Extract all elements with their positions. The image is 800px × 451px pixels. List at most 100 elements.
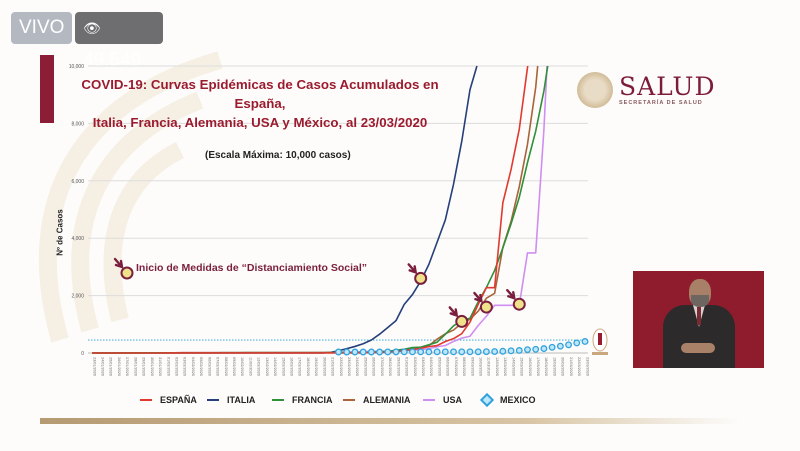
x-tick-label: 02/02/2020 xyxy=(174,357,178,376)
x-tick-label: 14/03/2020 xyxy=(511,357,515,376)
data-point-mexico xyxy=(343,348,351,356)
data-point-mexico xyxy=(507,347,515,355)
series-line-espana xyxy=(92,65,529,354)
x-tick-label: 11/03/2020 xyxy=(487,357,491,376)
x-tick-label: 26/01/2020 xyxy=(117,357,121,376)
x-tick-label: 06/03/2020 xyxy=(446,357,450,376)
x-tick-label: 20/02/2020 xyxy=(322,357,326,376)
x-tick-label: 07/03/2020 xyxy=(454,357,458,376)
data-point-mexico xyxy=(524,346,531,354)
x-tick-label: 21/03/2020 xyxy=(569,357,573,376)
slide-accent-bar xyxy=(40,55,54,123)
x-tick-label: 13/02/2020 xyxy=(265,357,269,376)
legend-item-francia: FRANCIA xyxy=(272,395,333,405)
legend-label: ITALIA xyxy=(227,395,256,405)
x-tick-label: 05/02/2020 xyxy=(199,357,203,376)
x-tick-label: 03/03/2020 xyxy=(421,357,425,376)
annotation-legend-marker-circle-icon xyxy=(120,266,134,280)
data-point-mexico xyxy=(474,348,482,356)
x-tick-label: 27/01/2020 xyxy=(125,357,129,376)
eye-icon: 👁 xyxy=(83,20,101,36)
x-tick-label: 29/01/2020 xyxy=(142,357,146,376)
x-tick-label: 25/01/2020 xyxy=(109,357,113,376)
data-point-mexico xyxy=(359,348,367,356)
chart-title: COVID-19: Curvas Epidémicas de Casos Acu… xyxy=(60,75,460,132)
data-point-mexico xyxy=(351,348,359,356)
data-point-mexico xyxy=(532,345,540,353)
x-tick-label: 21/02/2020 xyxy=(331,357,335,376)
x-tick-label: 29/02/2020 xyxy=(396,357,400,376)
social-distancing-marker-francia-circle-icon xyxy=(455,314,469,328)
live-label: VIVO xyxy=(19,17,65,38)
legend-item-alemania: ALEMANIA xyxy=(343,395,411,405)
y-tick-label: 8,000 xyxy=(71,121,84,127)
x-tick-label: 01/03/2020 xyxy=(405,357,409,376)
annotation-legend-marker-arrow-icon xyxy=(113,257,124,269)
data-point-mexico xyxy=(482,348,490,356)
legend-item-usa: USA xyxy=(423,395,462,405)
x-tick-label: 24/02/2020 xyxy=(355,357,359,376)
x-tick-label: 24/01/2020 xyxy=(101,357,105,376)
x-tick-label: 01/02/2020 xyxy=(166,357,170,376)
logo-name: SALUD xyxy=(619,72,716,101)
x-tick-label: 04/03/2020 xyxy=(429,357,433,376)
data-point-mexico xyxy=(565,341,573,349)
x-tick-label: 15/02/2020 xyxy=(281,357,285,376)
data-point-mexico xyxy=(450,348,457,356)
mexico-figure-base-icon xyxy=(592,352,608,355)
data-point-mexico xyxy=(425,348,433,356)
x-tick-label: 19/02/2020 xyxy=(314,357,318,376)
x-tick-label: 02/03/2020 xyxy=(413,357,417,376)
y-tick-label: 10,000 xyxy=(69,64,85,70)
data-point-mexico xyxy=(581,338,589,345)
x-tick-label: 07/02/2020 xyxy=(216,357,220,376)
data-point-mexico xyxy=(515,347,523,354)
slide-bottom-bar xyxy=(40,418,740,424)
social-distancing-marker-italia-circle-icon xyxy=(414,271,428,285)
y-tick-label: 4,000 xyxy=(71,236,84,242)
x-tick-label: 23/02/2020 xyxy=(347,357,351,376)
x-tick-label: 11/02/2020 xyxy=(248,357,252,376)
x-tick-label: 19/03/2020 xyxy=(552,357,556,376)
x-tick-label: 25/02/2020 xyxy=(363,357,367,376)
data-point-mexico xyxy=(376,348,384,356)
legend-label: USA xyxy=(443,395,463,405)
data-point-mexico xyxy=(441,348,449,356)
x-tick-label: 08/02/2020 xyxy=(224,357,228,376)
legend-item-italia: ITALIA xyxy=(207,395,255,405)
data-point-mexico xyxy=(335,348,342,356)
x-tick-label: 23/03/2020 xyxy=(585,357,589,376)
x-tick-label: 16/02/2020 xyxy=(290,357,294,376)
data-point-mexico xyxy=(556,342,564,350)
x-tick-label: 26/02/2020 xyxy=(372,357,376,376)
data-point-mexico xyxy=(466,348,474,356)
x-tick-label: 08/03/2020 xyxy=(462,357,466,376)
data-point-mexico xyxy=(540,345,548,353)
data-point-mexico xyxy=(384,348,392,356)
data-point-mexico xyxy=(417,348,425,356)
salud-logo: SALUD SECRETARÍA DE SALUD xyxy=(577,72,716,108)
social-distancing-marker-francia-arrow-icon xyxy=(448,306,459,318)
y-tick-label: 6,000 xyxy=(71,179,84,185)
y-axis-label: Nº de Casos xyxy=(55,209,65,256)
social-distancing-marker-espana-circle-icon xyxy=(479,300,493,314)
social-distancing-marker-espana-arrow-icon xyxy=(473,291,483,303)
x-tick-label: 05/03/2020 xyxy=(437,357,441,376)
x-tick-label: 04/02/2020 xyxy=(191,357,195,376)
x-tick-label: 28/02/2020 xyxy=(388,357,392,376)
coat-of-arms-seal xyxy=(577,72,613,108)
data-point-mexico xyxy=(400,348,408,356)
mexico-figure-body-icon xyxy=(598,333,602,345)
x-tick-label: 12/03/2020 xyxy=(495,357,499,376)
data-point-mexico xyxy=(491,348,499,355)
data-point-mexico xyxy=(433,348,441,356)
x-tick-label: 23/01/2020 xyxy=(92,357,96,376)
chart-title-line1: COVID-19: Curvas Epidémicas de Casos Acu… xyxy=(81,77,439,111)
data-point-mexico xyxy=(573,339,581,347)
x-tick-label: 03/02/2020 xyxy=(183,357,187,376)
live-badge: VIVO xyxy=(11,12,73,44)
x-tick-label: 10/02/2020 xyxy=(240,357,244,376)
x-tick-label: 18/03/2020 xyxy=(544,357,548,376)
x-tick-label: 17/03/2020 xyxy=(536,357,540,376)
